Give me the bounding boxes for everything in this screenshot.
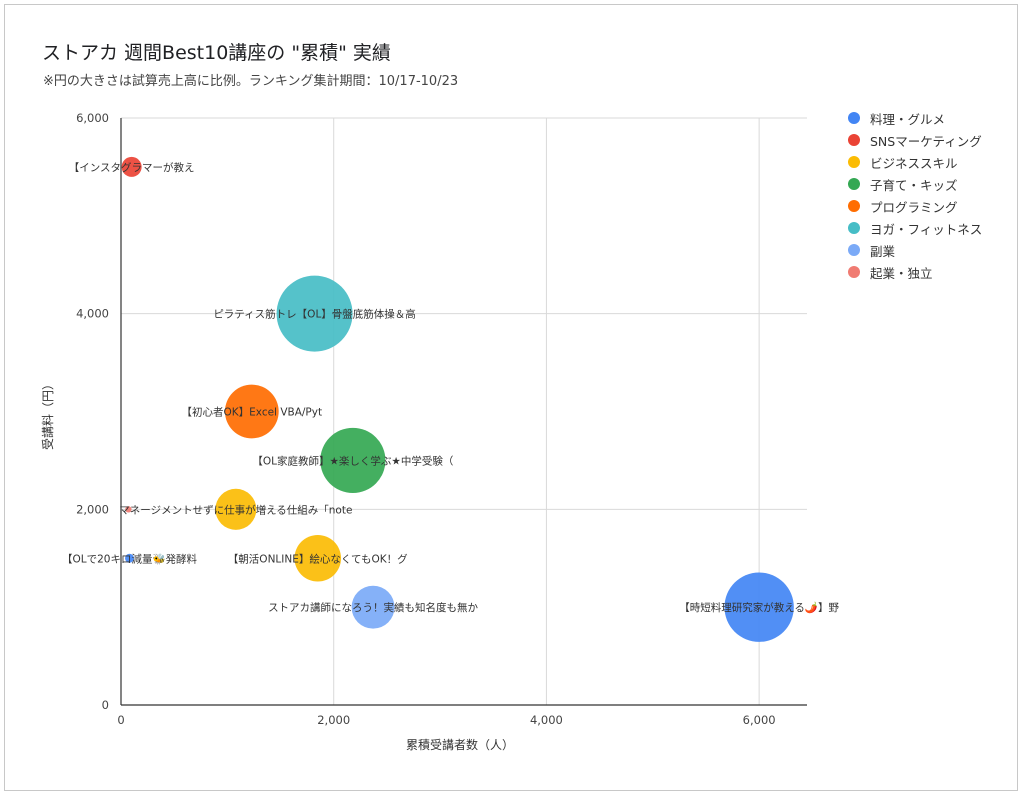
bubble-labels: 【インスタグラマーが教えピラティス筋トレ【OL】骨盤底筋体操＆高【初心者OK】E… — [62, 161, 840, 614]
bubbles — [121, 156, 794, 642]
bubble-label: 【初心者OK】Excel VBA/Pyt — [182, 406, 323, 419]
bubble-label: 【インスタグラマーが教え — [69, 161, 195, 174]
legend-label: 起業・独立 — [870, 265, 933, 281]
legend-label: 子育て・キッズ — [870, 177, 958, 193]
bubble[interactable] — [276, 275, 353, 352]
legend-swatch — [848, 200, 860, 212]
legend-label: 副業 — [870, 243, 896, 259]
x-tick-label: 6,000 — [743, 713, 776, 727]
bubble-label: ストアカ講師になろう！実績も知名度も無か — [268, 601, 478, 614]
bubble-label: マネージメントせずに仕事が増える仕組み「note — [119, 503, 352, 516]
y-tick-label: 6,000 — [76, 111, 109, 125]
bubble[interactable] — [125, 506, 132, 513]
legend-item[interactable]: プログラミング — [848, 195, 982, 217]
legend-item[interactable]: 副業 — [848, 239, 982, 261]
bubble[interactable] — [320, 427, 386, 494]
legend-swatch — [848, 112, 860, 124]
bubble[interactable] — [121, 156, 142, 177]
bubble[interactable] — [125, 553, 134, 563]
y-tick-label: 2,000 — [76, 502, 109, 516]
legend-swatch — [848, 178, 860, 190]
bubble[interactable] — [224, 384, 279, 439]
legend-item[interactable]: SNSマーケティング — [848, 129, 982, 151]
chart-subtitle: ※円の大きさは試算売上高に比例。ランキング集計期間：10/17-10/23 — [43, 74, 459, 89]
legend-label: 料理・グルメ — [870, 111, 946, 127]
bubble-label: 【朝活ONLINE】絵心なくてもOK！グ — [228, 552, 408, 565]
bubble[interactable] — [724, 572, 794, 642]
legend-label: SNSマーケティング — [870, 133, 982, 149]
legend-label: ヨガ・フィットネス — [870, 221, 983, 237]
y-axis-label: 受講料（円） — [40, 378, 55, 450]
y-tick-label: 4,000 — [76, 307, 109, 321]
legend-label: ビジネススキル — [870, 155, 958, 171]
x-axis-label: 累積受講者数（人） — [406, 737, 514, 752]
x-tick-label: 0 — [117, 713, 124, 727]
legend: 料理・グルメ SNSマーケティング ビジネススキル 子育て・キッズ プログラミングヨガ・… — [848, 107, 982, 283]
legend-swatch — [848, 156, 860, 168]
legend-swatch — [848, 134, 860, 146]
bubble-label: ピラティス筋トレ【OL】骨盤底筋体操＆高 — [213, 308, 415, 321]
legend-item[interactable]: 子育て・キッズ — [848, 173, 982, 195]
bubble[interactable] — [351, 585, 395, 629]
bubble-label: 【OLで20キロ減量🐝発酵料 — [62, 552, 198, 565]
x-tick-label: 4,000 — [530, 713, 563, 727]
bubble[interactable] — [215, 488, 257, 530]
bubble-label: 【時短料理研究家が教える🌶️】野 — [679, 601, 839, 614]
legend-label: プログラミング — [870, 199, 958, 215]
bubble[interactable] — [294, 534, 342, 582]
chart-title: ストアカ 週間Best10講座の "累積" 実績 — [42, 42, 391, 64]
x-tick-label: 2,000 — [317, 713, 350, 727]
bubble-label: 【OL家庭教師】★楽しく学ぶ★中学受験（ — [252, 454, 453, 467]
legend-item[interactable]: 起業・独立 — [848, 261, 982, 283]
axes: 0 2,000 4,000 6,000 0 2,000 4,000 6,000 — [76, 111, 807, 727]
legend-swatch — [848, 266, 860, 278]
legend-item[interactable]: 料理・グルメ — [848, 107, 982, 129]
legend-swatch — [848, 222, 860, 234]
legend-swatch — [848, 244, 860, 256]
legend-item[interactable]: ヨガ・フィットネス — [848, 217, 982, 239]
legend-item[interactable]: ビジネススキル — [848, 151, 982, 173]
y-tick-label: 0 — [102, 698, 109, 712]
